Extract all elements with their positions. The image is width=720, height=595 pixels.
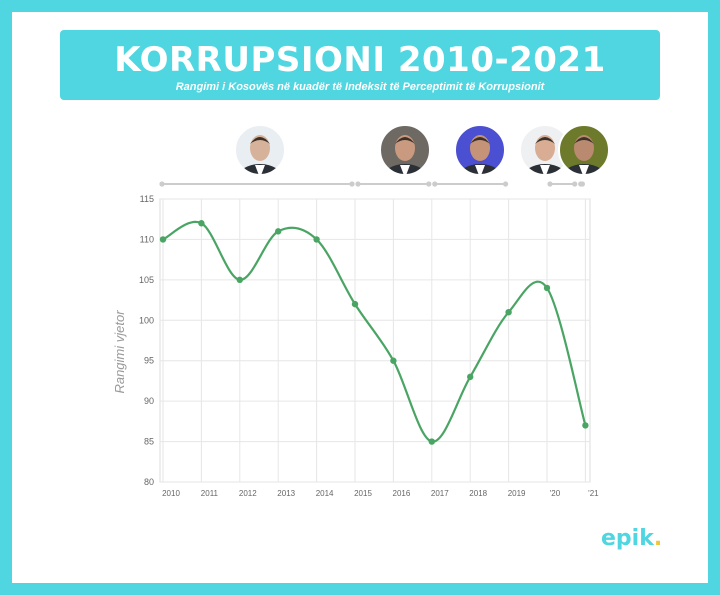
x-tick-label: 2018 <box>469 489 487 498</box>
x-tick-label: 2016 <box>393 489 411 498</box>
data-point-2016 <box>390 357 397 364</box>
data-point-'21 <box>582 422 589 429</box>
y-tick-label: 95 <box>144 356 154 366</box>
data-points <box>159 220 589 445</box>
header-banner: KORRUPSIONI 2010-2021 Rangimi i Kosovës … <box>60 30 660 100</box>
x-tick-label: '20 <box>550 489 561 498</box>
timeline-dot <box>503 181 509 187</box>
y-tick-label: 80 <box>144 477 154 487</box>
timeline-dot <box>432 181 438 187</box>
data-point-2014 <box>313 236 320 243</box>
y-tick-label: 100 <box>139 315 154 325</box>
x-tick-label: 2014 <box>316 489 334 498</box>
data-point-2015 <box>351 300 359 308</box>
data-point-2012 <box>236 276 243 284</box>
y-tick-label: 90 <box>144 396 154 406</box>
page-subtitle: Rangimi i Kosovës në kuadër të Indeksit … <box>175 81 545 93</box>
page-title: KORRUPSIONI 2010-2021 <box>114 40 606 80</box>
portrait-1-icon <box>234 124 286 176</box>
x-tick-label: 2019 <box>508 489 526 498</box>
data-point-2013 <box>275 228 282 235</box>
data-point-'20 <box>543 284 551 292</box>
y-tick-label: 85 <box>144 437 154 447</box>
portrait-3-icon <box>454 124 506 176</box>
chart-grid <box>159 198 591 483</box>
data-point-2010 <box>159 236 167 243</box>
y-axis-ticks: 80 85 90 95 100 105 110 115 <box>139 194 154 487</box>
brand-logo: epik. <box>601 526 663 551</box>
timeline-dot <box>426 181 432 187</box>
timeline-dot <box>159 181 165 187</box>
series-line <box>162 220 587 443</box>
x-tick-label: 2013 <box>277 489 295 498</box>
x-tick-label: 2015 <box>354 489 372 498</box>
plot-area <box>159 198 591 483</box>
x-tick-label: '21 <box>588 489 599 498</box>
data-point-2011 <box>198 220 205 227</box>
portrait-2-icon <box>379 124 431 176</box>
data-point-2017 <box>428 438 435 445</box>
timeline-dot <box>579 181 586 187</box>
y-tick-label: 115 <box>140 194 154 204</box>
term-timeline <box>159 181 586 187</box>
timeline-dot <box>355 181 361 187</box>
x-tick-label: 2010 <box>162 489 180 498</box>
data-point-2018 <box>467 373 474 381</box>
y-tick-label: 110 <box>140 234 154 244</box>
data-point-2019 <box>505 309 512 316</box>
y-axis-label: Rangimi vjetor <box>112 310 127 394</box>
timeline-dot <box>547 181 553 187</box>
portrait-5-icon <box>558 124 610 176</box>
timeline-dot <box>349 181 355 187</box>
x-tick-label: 2012 <box>239 489 257 498</box>
page-frame-bottom <box>0 583 720 595</box>
y-tick-label: 105 <box>139 275 154 285</box>
portraits-row <box>234 124 610 176</box>
x-tick-label: 2017 <box>431 489 449 498</box>
x-tick-label: 2011 <box>201 489 219 498</box>
timeline-dot <box>572 181 578 187</box>
x-axis-ticks: 2010 2011 2012 2013 2014 2015 2016 2017 2018 2019… <box>162 489 599 498</box>
